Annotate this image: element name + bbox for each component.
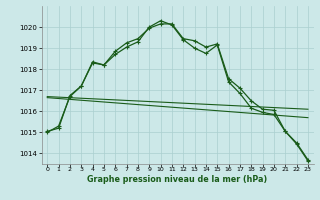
X-axis label: Graphe pression niveau de la mer (hPa): Graphe pression niveau de la mer (hPa) — [87, 175, 268, 184]
